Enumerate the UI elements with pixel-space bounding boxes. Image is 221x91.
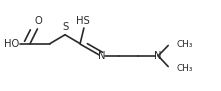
Text: S: S [62,22,68,32]
Text: CH₃: CH₃ [177,64,193,73]
Text: HO: HO [4,39,19,49]
Text: CH₃: CH₃ [177,40,193,49]
Text: N: N [97,51,105,61]
Text: N: N [154,51,161,61]
Text: O: O [35,16,42,26]
Text: HS: HS [76,16,90,26]
